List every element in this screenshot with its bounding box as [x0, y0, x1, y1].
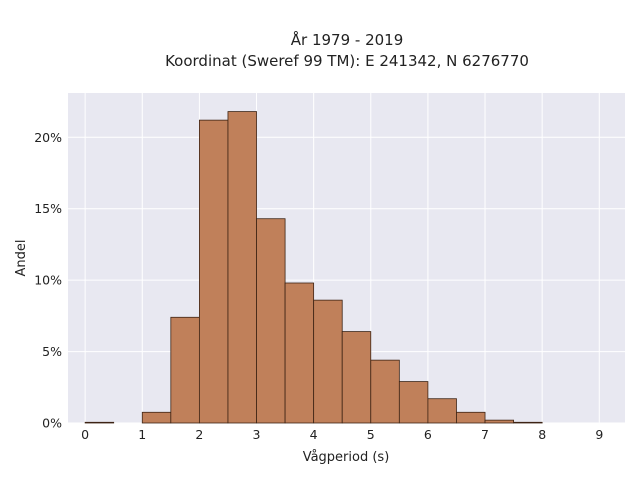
x-tick-label-7: 7 — [481, 427, 489, 442]
histogram-bar-0 — [84, 421, 115, 424]
histogram-bar-12 — [427, 398, 457, 424]
x-tick-label-9: 9 — [595, 427, 603, 442]
histogram-bars — [84, 111, 543, 424]
x-axis-ticks: 0 1 2 3 4 5 6 7 8 9 — [81, 427, 603, 442]
histogram-bar-3 — [170, 316, 200, 424]
histogram-bar-7 — [284, 282, 315, 424]
x-tick-label-8: 8 — [538, 427, 546, 442]
y-axis-ticks: 0% 5% 10% 15% 20% — [34, 130, 62, 431]
x-tick-label-5: 5 — [367, 427, 375, 442]
y-tick-label-3: 15% — [34, 201, 62, 216]
y-axis-label: Andel — [14, 240, 29, 277]
histogram-bar-14 — [484, 419, 514, 424]
histogram-bar-2 — [141, 411, 172, 424]
y-tick-label-2: 10% — [34, 273, 62, 288]
histogram-bar-4 — [198, 119, 229, 424]
histogram-bar-13 — [456, 411, 486, 424]
x-tick-label-0: 0 — [81, 427, 89, 442]
x-tick-label-4: 4 — [310, 427, 318, 442]
histogram-bar-15 — [513, 421, 543, 424]
x-tick-label-1: 1 — [138, 427, 146, 442]
x-tick-label-2: 2 — [195, 427, 203, 442]
histogram-bar-10 — [370, 359, 400, 424]
chart-title-line-1: År 1979 - 2019 — [291, 30, 404, 49]
histogram-bar-5 — [227, 111, 257, 424]
histogram-bar-8 — [313, 299, 343, 424]
y-tick-label-1: 5% — [42, 344, 62, 359]
histogram-bar-6 — [256, 218, 286, 424]
histogram-bar-11 — [398, 381, 429, 424]
x-tick-label-3: 3 — [253, 427, 261, 442]
y-tick-label-4: 20% — [34, 130, 62, 145]
chart-title-line-2: Koordinat (Sweref 99 TM): E 241342, N 62… — [165, 52, 529, 70]
y-tick-label-0: 0% — [42, 416, 62, 431]
x-axis-label: Vågperiod (s) — [303, 450, 390, 465]
histogram-bar-9 — [341, 331, 372, 424]
x-tick-label-6: 6 — [424, 427, 432, 442]
